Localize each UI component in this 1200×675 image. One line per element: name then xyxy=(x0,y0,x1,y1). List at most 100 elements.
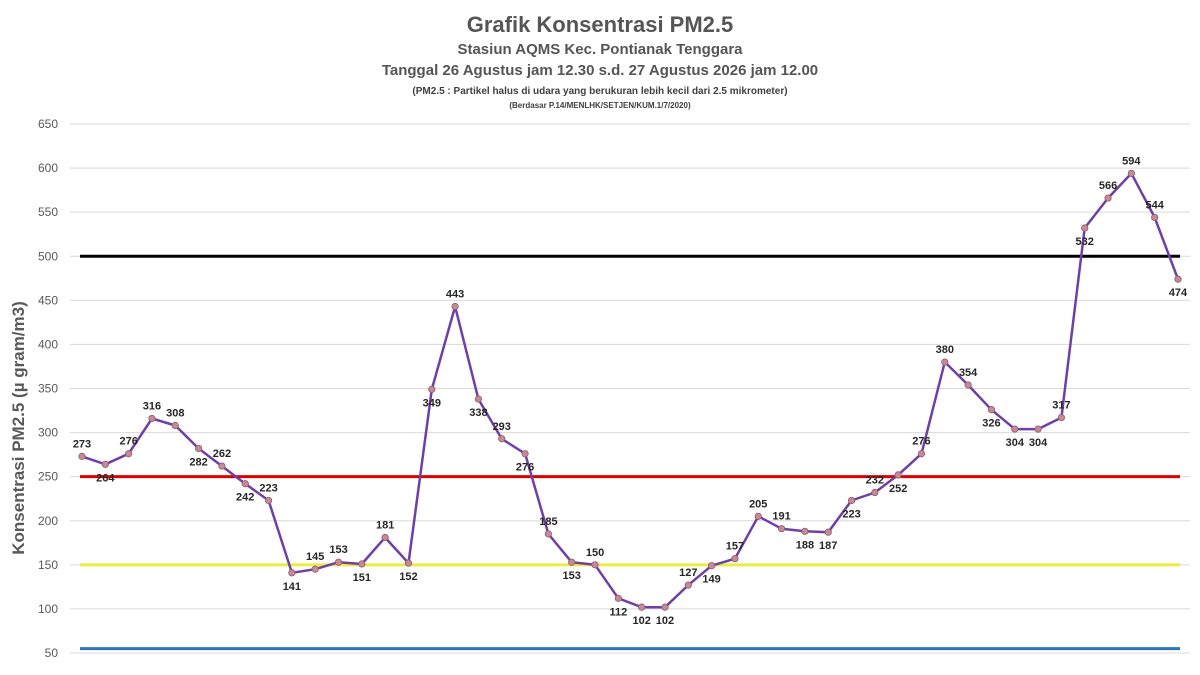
chart-reference: (Berdasar P.14/MENLHK/SETJEN/KUM.1/7/202… xyxy=(509,101,691,110)
y-tick-label-300: 300 xyxy=(38,426,58,440)
y-tick-label-450: 450 xyxy=(38,293,58,307)
data-point-4 xyxy=(171,421,179,430)
y-axis-label: Konsentrasi PM2.5 (µ gram/m3) xyxy=(9,301,28,555)
data-label-2: 276 xyxy=(119,436,137,448)
data-label-44: 566 xyxy=(1099,180,1117,192)
data-point-36 xyxy=(917,450,926,458)
data-point-3 xyxy=(148,414,156,423)
data-point-14 xyxy=(404,559,413,567)
y-tick-label-500: 500 xyxy=(38,249,58,263)
data-point-17 xyxy=(474,395,483,403)
data-label-8: 223 xyxy=(259,482,277,494)
y-tick-label-200: 200 xyxy=(38,514,58,528)
data-point-30 xyxy=(777,525,786,533)
data-label-40: 304 xyxy=(1006,437,1025,449)
data-point-5 xyxy=(194,444,203,453)
data-point-38 xyxy=(964,381,972,389)
data-label-0: 273 xyxy=(73,438,91,450)
data-point-24 xyxy=(638,603,646,611)
y-tick-label-100: 100 xyxy=(38,602,58,616)
data-label-35: 252 xyxy=(889,483,907,495)
data-label-47: 474 xyxy=(1169,287,1188,299)
y-tick-label-650: 650 xyxy=(38,117,58,131)
chart-note: (PM2.5 : Partikel halus di udara yang be… xyxy=(412,86,788,97)
data-point-10 xyxy=(311,565,319,573)
data-point-21 xyxy=(568,558,576,566)
data-point-22 xyxy=(591,561,599,569)
data-point-7 xyxy=(241,480,249,488)
pm25-series-line xyxy=(81,172,1180,609)
series-line xyxy=(81,172,1180,609)
data-point-42 xyxy=(1057,413,1066,422)
data-label-36: 276 xyxy=(912,436,930,448)
data-point-32 xyxy=(824,528,832,536)
data-point-28 xyxy=(731,555,739,563)
data-label-14: 152 xyxy=(399,571,417,583)
y-tick-label-400: 400 xyxy=(38,337,58,351)
data-point-39 xyxy=(987,406,996,414)
y-tick-label-350: 350 xyxy=(38,382,58,396)
data-point-33 xyxy=(847,496,856,505)
data-label-39: 326 xyxy=(982,418,1000,430)
data-label-9: 141 xyxy=(283,581,301,593)
data-label-42: 317 xyxy=(1052,400,1070,412)
data-point-2 xyxy=(125,450,133,458)
data-label-38: 354 xyxy=(959,367,978,379)
data-label-1: 264 xyxy=(96,472,115,484)
y-axis-ticks: 50 100 150 200 250 300 350 400 450 500 550 600 650 xyxy=(38,117,58,660)
data-point-1 xyxy=(101,460,109,468)
data-point-47 xyxy=(1174,275,1182,283)
data-point-23 xyxy=(614,594,622,602)
data-label-7: 242 xyxy=(236,492,254,504)
data-label-13: 181 xyxy=(376,520,394,532)
data-point-18 xyxy=(498,435,506,443)
data-label-11: 153 xyxy=(329,544,347,556)
data-point-15 xyxy=(428,385,436,393)
threshold-lines xyxy=(80,254,1180,651)
data-point-20 xyxy=(544,530,552,538)
data-point-16 xyxy=(451,302,459,311)
data-label-23: 112 xyxy=(609,606,627,618)
chart-subtitle: Stasiun AQMS Kec. Pontianak Tenggara xyxy=(457,41,743,58)
data-point-40 xyxy=(1011,425,1019,433)
data-label-16: 443 xyxy=(446,289,464,301)
y-tick-label-600: 600 xyxy=(38,161,58,175)
data-label-37: 380 xyxy=(936,344,954,356)
data-label-21: 153 xyxy=(563,570,581,582)
data-point-19 xyxy=(521,450,529,458)
data-point-8 xyxy=(264,496,273,505)
data-markers xyxy=(78,169,1182,611)
data-point-46 xyxy=(1151,213,1159,222)
data-point-34 xyxy=(871,488,879,497)
data-label-31: 188 xyxy=(796,539,814,551)
data-label-20: 185 xyxy=(539,516,557,528)
y-tick-label-150: 150 xyxy=(38,558,58,572)
data-labels: 273 264 276 316 308 282 262 242 223 141 145 153 151 1… xyxy=(73,155,1188,627)
data-point-25 xyxy=(661,603,669,611)
data-label-28: 157 xyxy=(726,541,744,553)
data-label-32: 187 xyxy=(819,540,837,552)
gridlines xyxy=(70,123,1190,654)
data-label-33: 223 xyxy=(842,508,860,520)
data-label-26: 127 xyxy=(679,567,697,579)
data-label-45: 594 xyxy=(1122,155,1141,167)
data-point-29 xyxy=(754,512,762,520)
y-tick-label-250: 250 xyxy=(38,470,58,484)
data-label-25: 102 xyxy=(656,615,674,627)
data-label-17: 338 xyxy=(469,407,487,419)
data-label-41: 304 xyxy=(1029,437,1048,449)
data-label-6: 262 xyxy=(213,448,231,460)
data-label-30: 191 xyxy=(772,511,790,523)
data-label-3: 316 xyxy=(143,400,161,412)
data-label-15: 349 xyxy=(423,397,441,409)
data-label-24: 102 xyxy=(632,615,650,627)
data-label-12: 151 xyxy=(353,572,371,584)
data-point-9 xyxy=(288,569,296,577)
data-label-46: 544 xyxy=(1146,199,1165,211)
data-label-19: 276 xyxy=(516,462,534,474)
chart-title: Grafik Konsentrasi PM2.5 xyxy=(466,12,734,37)
data-point-44 xyxy=(1104,194,1112,202)
data-point-43 xyxy=(1081,224,1089,232)
data-label-29: 205 xyxy=(749,498,767,510)
